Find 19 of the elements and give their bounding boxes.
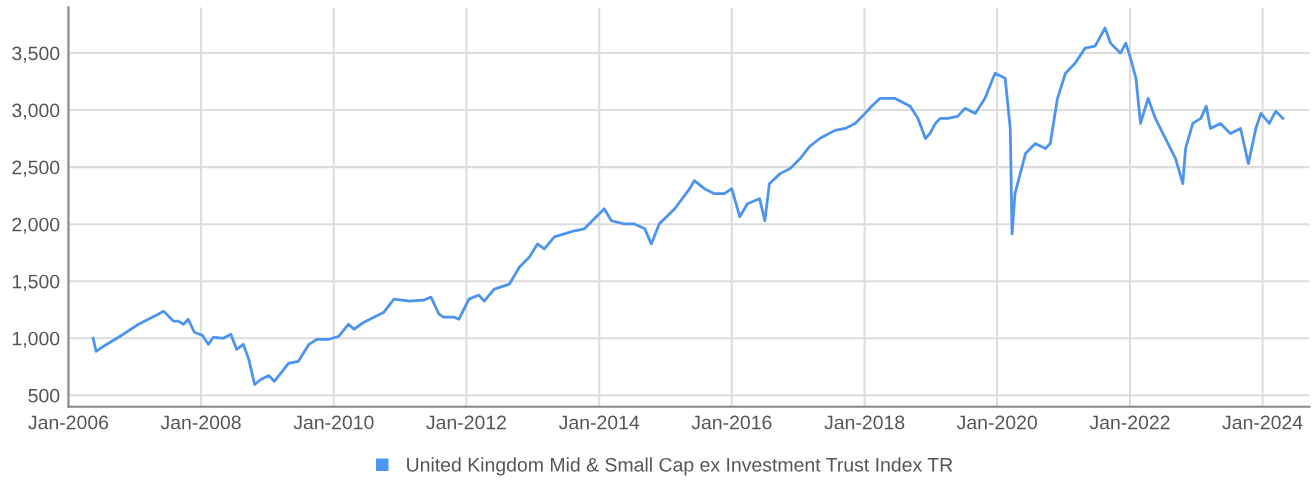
x-tick-label: Jan-2014 [558, 415, 640, 430]
x-tick-label: Jan-2006 [28, 415, 109, 430]
x-tick-label: Jan-2024 [1222, 415, 1303, 430]
x-tick-label: Jan-2010 [293, 415, 374, 430]
y-tick-label: 2,500 [12, 160, 60, 177]
y-tick-label: 2,000 [12, 217, 60, 234]
y-tick-label: 1,500 [12, 274, 60, 291]
y-tick-label: 1,000 [12, 331, 60, 348]
legend-label: United Kingdom Mid & Small Cap ex Investment Trust Index TR [407, 457, 953, 476]
x-tick-label: Jan-2018 [824, 415, 905, 430]
y-tick-label: 3,000 [12, 103, 60, 120]
y-tick-label: 500 [28, 388, 60, 403]
x-tick-label: Jan-2012 [426, 415, 506, 430]
x-tick-label: Jan-2016 [691, 415, 772, 430]
x-tick-label: Jan-2022 [1089, 415, 1170, 430]
y-tick-label: 3,500 [12, 46, 60, 63]
x-tick-label: Jan-2008 [160, 415, 241, 430]
x-tick-label: Jan-2020 [956, 415, 1037, 430]
line-series [91, 26, 1285, 386]
